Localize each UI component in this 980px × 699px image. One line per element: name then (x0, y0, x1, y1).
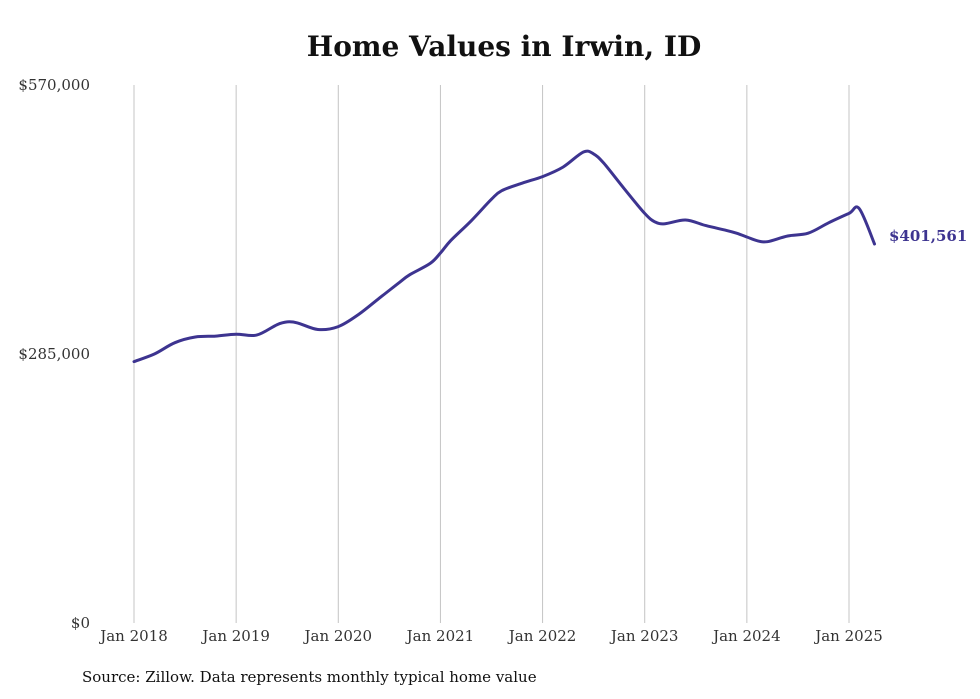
y-tick-label: $285,000 (18, 345, 90, 363)
y-tick-label: $570,000 (18, 76, 90, 94)
x-tick-label: Jan 2018 (98, 627, 168, 645)
gridlines (133, 85, 850, 623)
x-tick-label: Jan 2021 (405, 627, 475, 645)
source-note: Source: Zillow. Data represents monthly … (82, 668, 537, 686)
y-tick-label: $0 (71, 614, 90, 632)
x-tick-label: Jan 2022 (507, 627, 577, 645)
x-axis-ticks: Jan 2018 Jan 2019 Jan 2020 Jan 2021 Jan 2022… (98, 627, 883, 645)
x-tick-label: Jan 2024 (711, 627, 781, 645)
end-value-label: $401,561 (889, 227, 967, 245)
x-tick-label: Jan 2019 (200, 627, 270, 645)
x-tick-label: Jan 2023 (609, 627, 679, 645)
x-tick-label: Jan 2020 (303, 627, 373, 645)
series-line-0 (132, 149, 876, 364)
y-axis-ticks: $0 $285,000 $570,000 (18, 76, 90, 632)
chart-title: Home Values in Irwin, ID (306, 30, 702, 63)
x-tick-label: Jan 2025 (813, 627, 883, 645)
series-lines (132, 149, 876, 364)
